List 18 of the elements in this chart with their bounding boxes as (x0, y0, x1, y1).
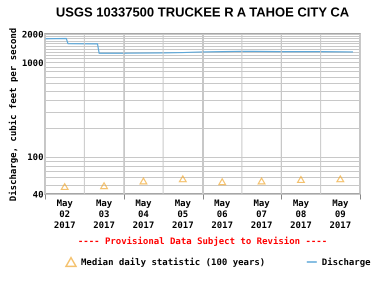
x-tick-label: May 09 2017 (329, 199, 352, 231)
y-tick-label: 100 (27, 153, 44, 164)
x-tick-label: May 05 2017 (172, 199, 194, 231)
text: ---- Provisional Data Subject to Revision ---- (78, 236, 328, 247)
x-tick-label: May 04 2017 (132, 199, 154, 231)
y-tick-label: 40 (32, 190, 44, 200)
x-tick-label: May 02 2017 (54, 199, 76, 231)
legend-label: Median daily statistic (100 years) (81, 257, 266, 268)
x-tick-label: May 08 2017 (290, 199, 312, 231)
chart-title: USGS 10337500 TRUCKEE R A TAHOE CITY CA (56, 4, 350, 20)
y-axis-title: Discharge, cubic feet per second (8, 28, 19, 202)
x-tick-label: May 07 2017 (250, 199, 272, 231)
x-tick-label: May 06 2017 (211, 199, 234, 231)
line-series (44, 38, 354, 54)
y-tick-label: 2000 (22, 30, 44, 40)
legend-label: Discharge (322, 257, 372, 268)
y-tick-label: 1000 (22, 58, 44, 69)
x-tick-label: May 03 2017 (93, 199, 115, 231)
